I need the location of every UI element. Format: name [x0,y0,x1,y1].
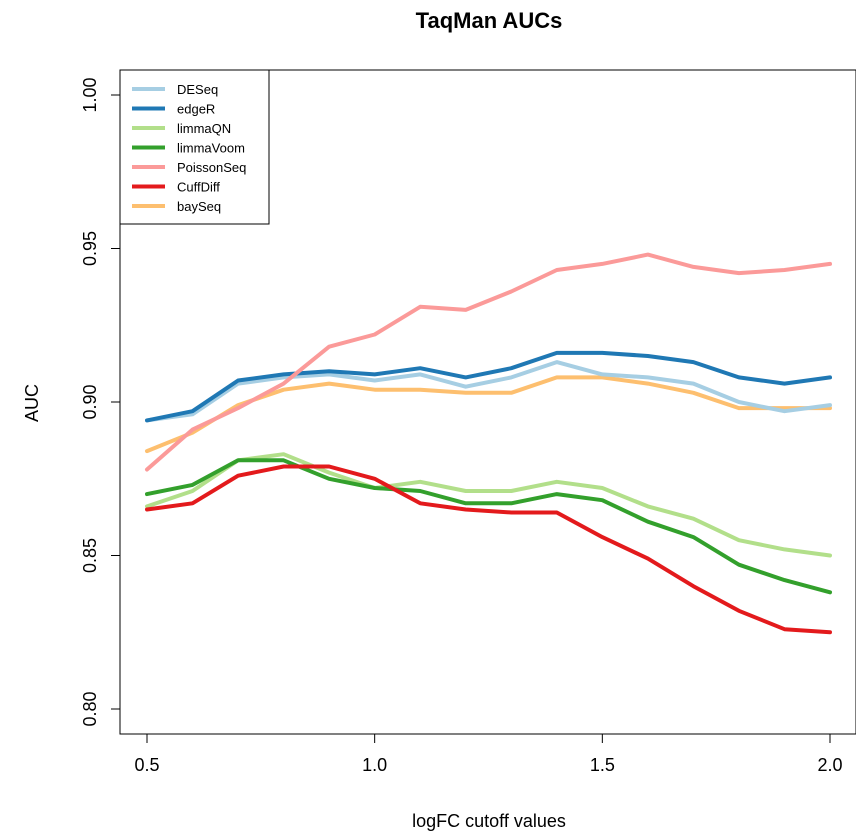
legend: DESeq edgeR limmaQN limmaVoom PoissonSeq Cuff… [119,69,270,225]
legend-label: PoissonSeq [177,160,246,175]
chart-title: TaqMan AUCs [416,8,563,33]
series-line-limmavoom [145,458,832,595]
series-line-cuffdiff [145,464,832,635]
series-line-poissonseq [145,252,832,472]
x-tick-label: 2.0 [817,755,842,775]
legend-label: DESeq [177,82,218,97]
y-axis: 0.80 0.85 0.90 0.95 1.00 [80,77,121,727]
x-tick-label: 1.5 [590,755,615,775]
legend-label: baySeq [177,199,221,214]
legend-label: CuffDiff [177,180,220,195]
y-tick-label: 0.80 [80,691,100,726]
legend-label: edgeR [177,102,215,117]
x-axis: 0.5 1.0 1.5 2.0 [134,733,843,775]
y-tick-label: 0.85 [80,538,100,573]
y-axis-label: AUC [22,384,42,422]
series-line-deseq [145,360,832,423]
x-tick-label: 1.0 [362,755,387,775]
legend-label: limmaVoom [177,141,245,156]
series-line-bayseq [145,375,832,454]
y-tick-label: 0.90 [80,384,100,419]
y-tick-label: 1.00 [80,77,100,112]
series-line-limmaqn [145,452,832,558]
series-layer [145,252,832,635]
series-line-edger [145,350,832,423]
y-tick-label: 0.95 [80,231,100,266]
legend-label: limmaQN [177,121,231,136]
x-tick-label: 0.5 [134,755,159,775]
x-axis-label: logFC cutoff values [412,811,566,831]
